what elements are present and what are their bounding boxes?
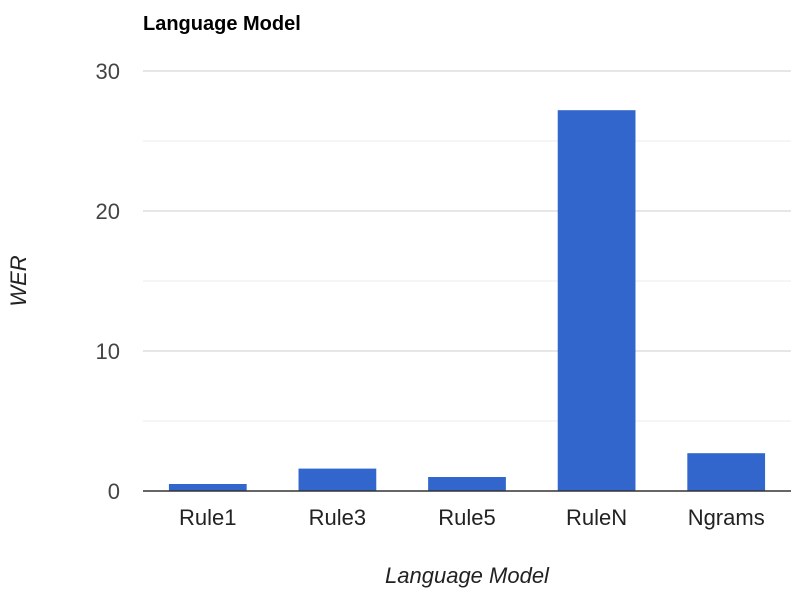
bar-rule3 bbox=[298, 468, 377, 491]
x-tick-label: RuleN bbox=[566, 505, 627, 530]
x-tick-label: Rule5 bbox=[438, 505, 495, 530]
y-tick-label: 20 bbox=[96, 199, 120, 224]
x-tick-label: Rule3 bbox=[309, 505, 366, 530]
y-axis-label: WER bbox=[6, 255, 31, 306]
bar-rulen bbox=[557, 110, 636, 491]
y-tick-label: 30 bbox=[96, 59, 120, 84]
y-tick-label: 10 bbox=[96, 339, 120, 364]
bars bbox=[143, 110, 791, 492]
x-tick-label: Ngrams bbox=[688, 505, 765, 530]
x-tick-label: Rule1 bbox=[179, 505, 236, 530]
bar-rule1 bbox=[168, 484, 247, 491]
bar-rule5 bbox=[428, 477, 506, 491]
chart-title: Language Model bbox=[143, 13, 301, 35]
x-axis-label: Language Model bbox=[385, 563, 550, 588]
y-tick-label: 0 bbox=[108, 479, 120, 504]
bar-ngrams bbox=[687, 453, 766, 491]
gridlines bbox=[143, 70, 791, 422]
y-tick-labels: 0 10 20 30 bbox=[96, 59, 120, 504]
x-tick-labels: Rule1 Rule3 Rule5 RuleN Ngrams bbox=[179, 505, 765, 530]
